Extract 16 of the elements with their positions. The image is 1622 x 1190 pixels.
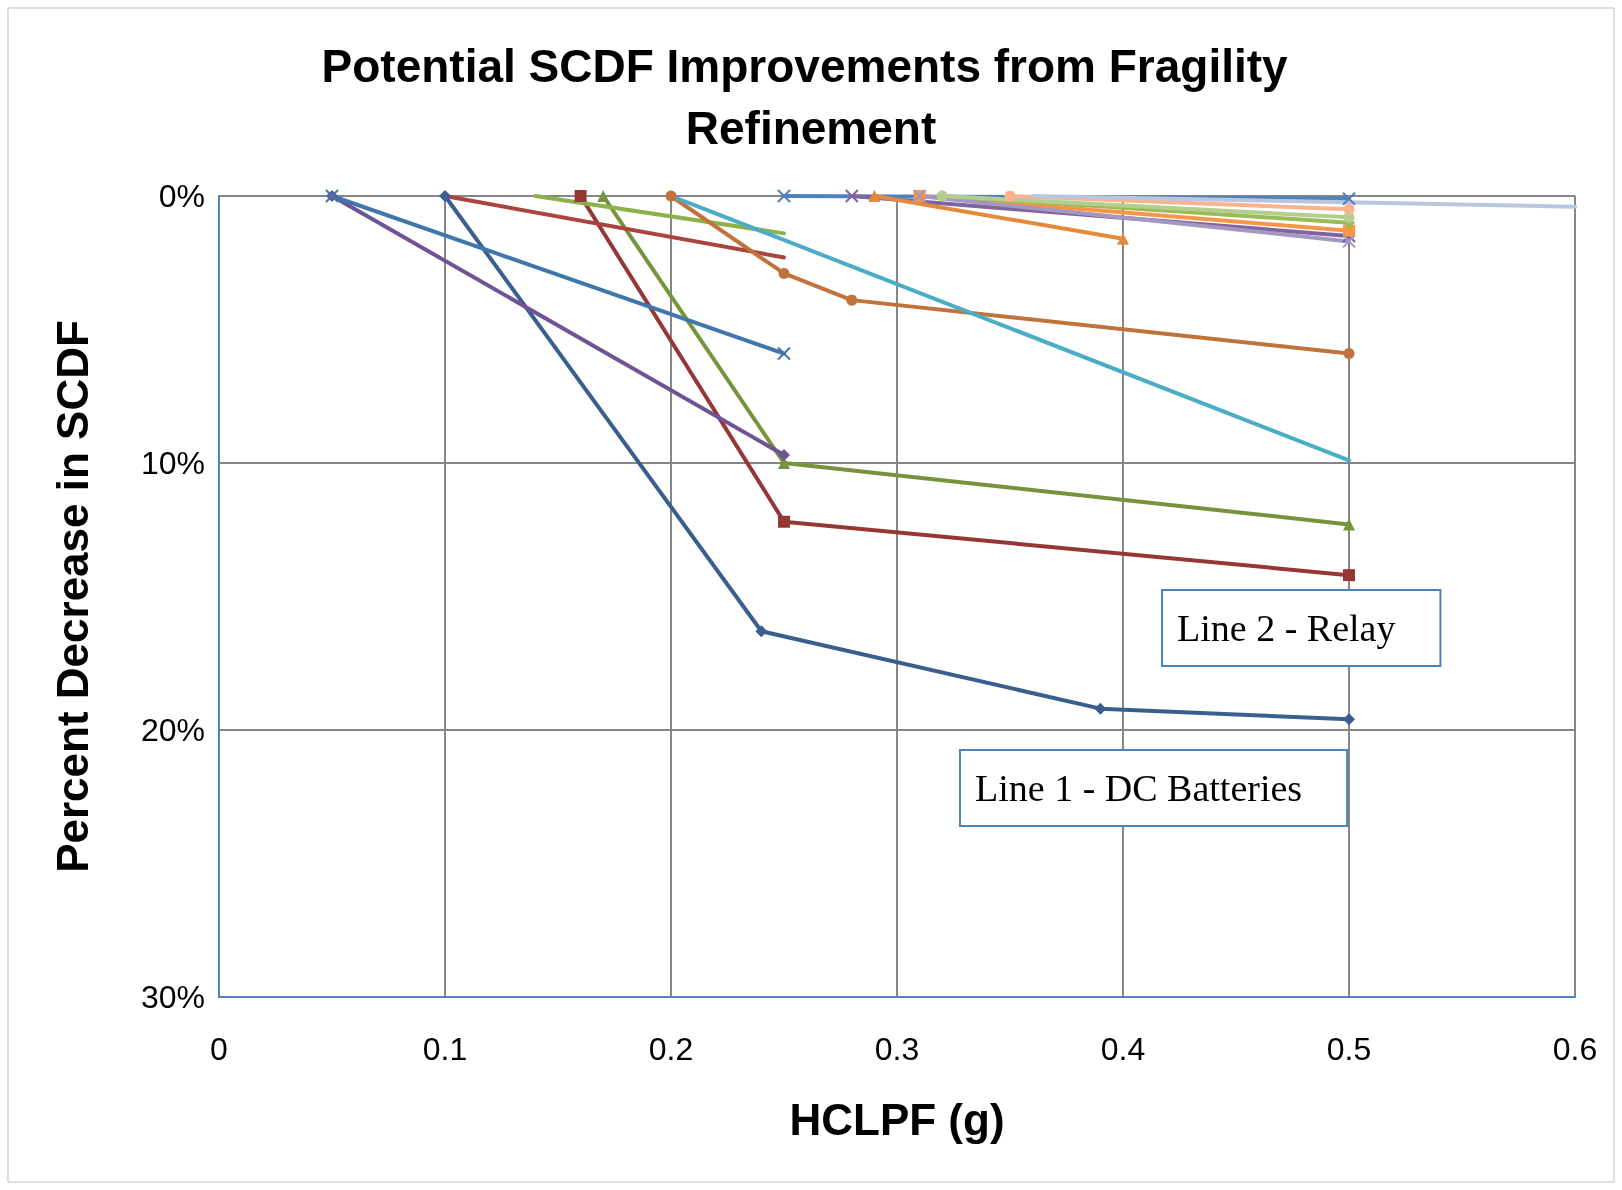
y-tick-label: 30%	[140, 979, 205, 1015]
x-tick-label: 0.3	[874, 1031, 920, 1067]
y-tick-label: 20%	[140, 712, 205, 748]
annotation: Line 2 - Relay	[1177, 607, 1396, 649]
x-axis-title: HCLPF (g)	[789, 1094, 1005, 1144]
x-tick-label: 0.1	[422, 1031, 468, 1067]
annotation: Line 1 - DC Batteries	[975, 767, 1303, 809]
x-tick-label: 0.2	[648, 1031, 694, 1067]
y-tick-label: 10%	[140, 445, 205, 481]
x-tick-label: 0	[210, 1031, 228, 1067]
y-tick-label: 0%	[158, 178, 205, 214]
y-axis-title: Percent Decrease in SCDF	[47, 320, 97, 873]
x-tick-label: 0.4	[1100, 1031, 1146, 1067]
x-tick-label: 0.5	[1326, 1031, 1372, 1067]
x-tick-label: 0.6	[1552, 1031, 1598, 1067]
chart-title: Potential SCDF Improvements from Fragility Refinement	[321, 40, 1301, 154]
